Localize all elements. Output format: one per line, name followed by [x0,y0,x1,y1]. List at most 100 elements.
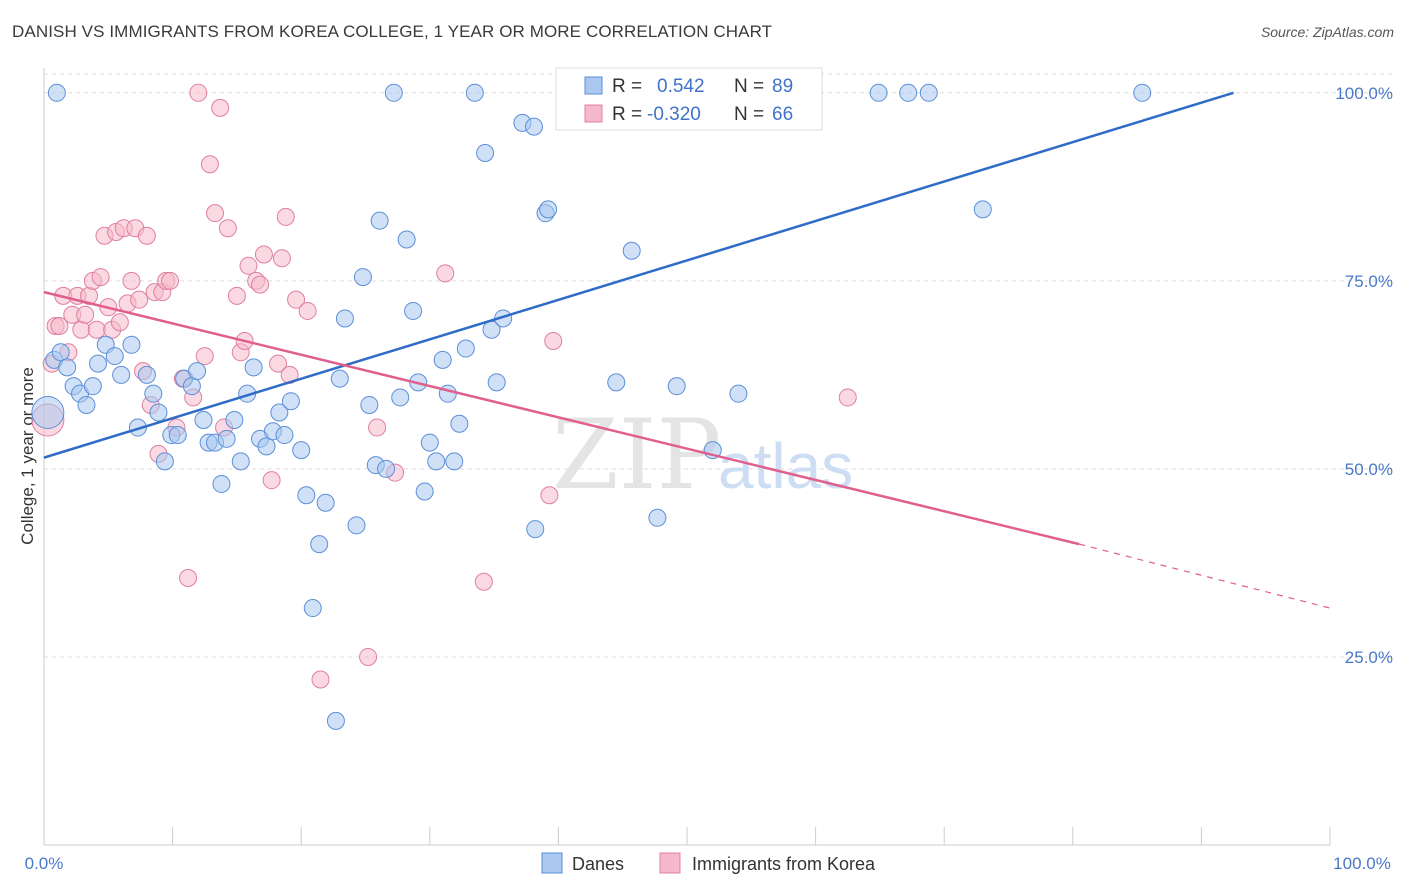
danes-point [476,143,495,162]
danes-point [217,429,236,448]
y-tick-label: 100.0% [1335,84,1393,103]
danes-point [919,83,938,102]
danes-point [182,377,201,396]
danes-point [244,358,263,377]
danes-point [869,83,888,102]
korea-bottom-label: Immigrants from Korea [692,854,876,874]
danes-point [487,373,506,392]
korea-point [218,219,237,238]
danes-point [353,268,372,287]
korea-point [251,275,270,294]
danes-trend-line [43,91,1234,459]
danes-point [149,403,168,422]
danes-point [270,403,289,422]
danes-point [377,459,396,478]
korea-point [298,301,317,320]
danes-point [347,516,366,535]
korea-r-label: R = [612,104,642,125]
danes-n-value: 89 [772,76,793,97]
danes-point [231,452,250,471]
y-tick-label: 75.0% [1345,272,1393,291]
danes-point [316,493,335,512]
danes-point [330,369,349,388]
danes-point [194,411,213,430]
korea-point [72,320,91,339]
danes-n-label: N = [734,76,764,97]
danes-point [275,426,294,445]
danes-point [303,599,322,618]
korea-point [540,486,559,505]
korea-point [239,256,258,275]
danes-point [257,437,276,456]
korea-point [189,83,208,102]
y-tick-labels: 25.0% 50.0% 75.0% 100.0% [1335,84,1393,667]
source-label: Source: ZipAtlas.com [1260,24,1394,40]
danes-point [729,384,748,403]
danes-point [539,200,558,219]
korea-point [287,290,306,309]
danes-legend-swatch [584,76,603,95]
watermark-atlas: atlas [718,430,853,502]
danes-point [51,343,70,362]
chart-title: DANISH VS IMMIGRANTS FROM KOREA COLLEGE,… [12,22,773,41]
danes-point [77,395,96,414]
korea-r-value: -0.320 [647,104,701,125]
korea-bottom-swatch [659,852,681,874]
danes-point [450,414,469,433]
korea-point [311,670,330,689]
danes-point [667,377,686,396]
korea-point [474,572,493,591]
korea-point [76,305,95,324]
korea-point [161,271,180,290]
danes-point [526,520,545,539]
danes-point [105,347,124,366]
danes-point [225,411,244,430]
korea-point [91,268,110,287]
danes-r-value: 0.542 [657,76,705,97]
series-legend: Danes Immigrants from Korea [541,852,876,874]
korea-point [436,264,455,283]
x-axis-ticks [43,827,1331,845]
korea-point [227,286,246,305]
danes-point [607,373,626,392]
stats-legend: R = 0.542 N = 89 R = -0.320 N = 66 [555,67,823,131]
danes-bottom-swatch [541,852,563,874]
danes-point [144,384,163,403]
danes-point [445,452,464,471]
korea-point [195,347,214,366]
korea-legend-swatch [584,104,603,123]
danes-point [137,365,156,384]
danes-point [58,358,77,377]
danes-point [47,83,66,102]
x-tick-label-max: 100.0% [1333,854,1391,873]
y-axis-label: College, 1 year or more [18,367,37,545]
korea-point [50,316,69,335]
danes-point [360,395,379,414]
danes-point [335,309,354,328]
y-tick-label: 50.0% [1345,460,1393,479]
trend-lines [43,91,1331,609]
danes-point [31,395,65,429]
danes-point [112,365,131,384]
danes-point [391,388,410,407]
korea-point [254,245,273,264]
korea-point [130,290,149,309]
danes-point [973,200,992,219]
danes-point [465,83,484,102]
korea-point [200,155,219,174]
korea-trend-extension [1079,543,1331,609]
korea-point [211,98,230,117]
danes-point [899,83,918,102]
danes-point [397,230,416,249]
korea-point [272,249,291,268]
korea-point [110,313,129,332]
korea-point [262,471,281,490]
korea-points [31,83,857,689]
danes-point [404,301,423,320]
y-tick-label: 25.0% [1345,648,1393,667]
korea-trend-line [43,290,1080,546]
korea-n-value: 66 [772,104,793,125]
danes-point [524,117,543,136]
watermark-zip: ZIP [552,399,721,511]
